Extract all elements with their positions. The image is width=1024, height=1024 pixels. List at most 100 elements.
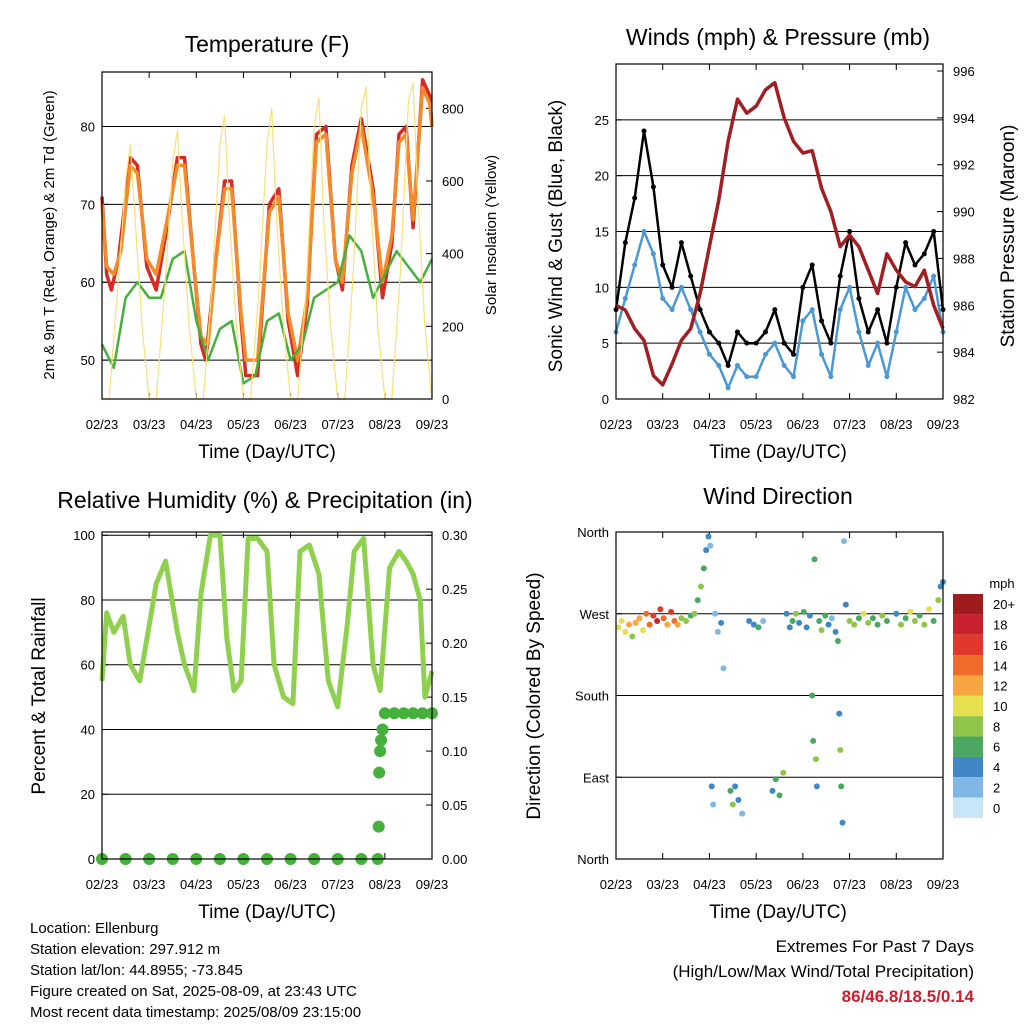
gust-point [772,307,778,313]
direction-point [629,633,636,640]
direction-point [664,621,671,628]
colorbar-label: 4 [993,760,1000,775]
sonic-wind-point [632,262,638,268]
x-tick-label: 03/23 [646,877,679,892]
precip-marker [372,820,385,833]
x-tick-label: 07/23 [321,877,354,892]
direction-point [836,710,843,717]
gust-point [632,195,638,201]
humidity-xlabel: Time (Day/UTC) [198,902,336,923]
sonic-wind-point [912,307,918,313]
precip-marker [388,707,401,720]
temperature-ylabel-left: 2m & 9m T (Red, Orange) & 2m Td (Green) [41,90,58,379]
x-tick-label: 08/23 [880,417,913,432]
x-tick-label: 08/23 [369,877,402,892]
x-tick-label: 02/23 [600,417,633,432]
direction-point [879,612,886,619]
sonic-wind-point [893,329,899,335]
humidity-ylabel-left: Percent & Total Rainfall [29,597,50,794]
sonic-wind-point [903,284,909,290]
winds-ylabel-right: Station Pressure (Maroon) [998,125,1019,348]
colorbar-swatch [953,594,983,615]
colorbar-label: 12 [993,679,1007,694]
direction-point [865,619,872,626]
sonic-wind-point [828,374,834,380]
y-tick-label: 0 [602,392,609,407]
colorbar-label: 10 [993,699,1007,714]
direction-point [822,612,829,619]
sonic-wind-point [884,374,890,380]
direction-point [626,621,633,628]
direction-point [705,533,712,540]
direction-xlabel: Time (Day/UTC) [709,902,847,923]
direction-panel: Wind Direction Time (Day/UTC) Direction … [524,483,1015,923]
y2-tick-label: 0.25 [442,582,467,597]
y-tick-label: 70 [81,197,95,212]
y-tick-label: 60 [81,275,95,290]
winds-xlabel: Time (Day/UTC) [709,442,847,463]
humidity-plot-area: 0 20 40 60 80 100 0.00 0.05 0.10 0.15 0.20 0.25 0.30… [73,528,467,892]
y2-tick-label: 982 [953,392,975,407]
colorbar-swatch [953,797,983,818]
direction-point [654,618,661,625]
x-tick-label: 04/23 [180,877,213,892]
y-tick-label: 0 [88,852,95,867]
colorbar-swatch [953,614,983,635]
y2-tick-label: 0.00 [442,852,467,867]
y2-tick-label: 0 [442,392,449,407]
direction-point [760,618,767,625]
latlon-text: Station lat/lon: 44.8955; -73.845 [30,962,243,979]
y2-tick-label: 996 [953,64,975,79]
direction-point [883,618,890,625]
direction-point [632,619,639,626]
x-tick-label: 06/23 [787,417,820,432]
gust-point [734,329,740,335]
sonic-wind-point [641,229,647,234]
colorbar-label: 2 [993,780,1000,795]
x-tick-label: 09/23 [416,877,449,892]
plot-frame [101,531,433,860]
humidity-panel: Relative Humidity (%) & Precipitation (i… [29,487,473,923]
colorbar-swatch [953,655,983,676]
gust-point [865,329,871,335]
gust-point [781,340,787,346]
direction-point [832,628,839,635]
direction-point [813,783,820,790]
gust-point [650,184,656,190]
sonic-wind-point [847,284,853,290]
x-tick-label: 03/23 [133,877,166,892]
direction-point [646,621,653,628]
direction-point [893,610,900,617]
gust-point [931,229,937,234]
direction-point [907,608,914,615]
colorbar-label: 0 [993,801,1000,816]
sonic-wind-point [669,307,675,313]
gust-point [688,273,694,279]
x-tick-label: 07/23 [833,877,866,892]
gust-point [912,262,918,268]
y-tick-label: 50 [81,353,95,368]
sonic-wind-point [931,273,937,279]
direction-point [707,542,714,549]
direction-point [746,618,753,625]
precip-marker [407,707,420,720]
y-tick-label: 100 [73,528,95,543]
direction-point [840,538,847,545]
precip-marker [376,723,389,736]
sonic-wind-point [921,296,927,301]
y-tick-label: 25 [595,113,609,128]
colorbar-label: 8 [993,719,1000,734]
gust-point [762,329,768,335]
direction-point [834,638,841,644]
direction-point [769,787,776,794]
direction-point [657,606,664,613]
colorbar-swatch [953,695,983,717]
direction-point [846,618,853,625]
x-tick-label: 06/23 [274,877,307,892]
direction-point [842,601,849,608]
y2-tick-label: 400 [442,247,464,262]
direction-point [694,597,701,604]
x-tick-label: 02/23 [86,417,119,432]
